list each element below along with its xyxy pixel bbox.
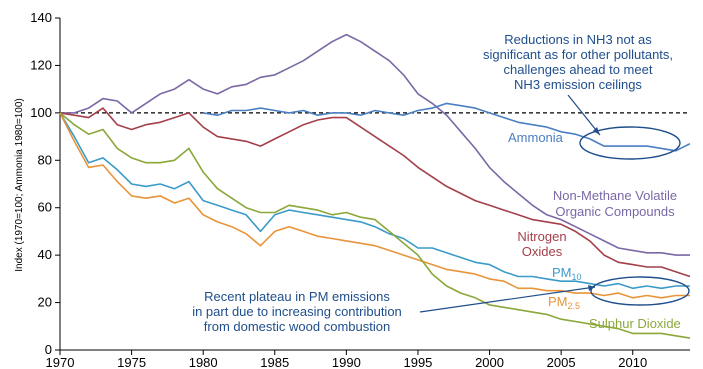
pm10-label-main: PM bbox=[552, 265, 572, 280]
series-labels: Ammonia Non-Methane Volatile Organic Com… bbox=[508, 130, 681, 331]
pm-annotation-line-3: from domestic wood combustion bbox=[204, 319, 390, 334]
ammonia-annotation: Reductions in NH3 not as significant as … bbox=[483, 32, 673, 92]
nmvoc-label-line-2: Organic Compounds bbox=[555, 204, 675, 219]
y-tick-label: 20 bbox=[38, 295, 52, 310]
nmvoc-label-line-1: Non-Methane Volatile bbox=[553, 188, 677, 203]
ammonia-annotation-line-3: challenges ahead to meet bbox=[504, 62, 653, 77]
series-line-ammonia bbox=[203, 102, 691, 152]
x-tick-label: 2000 bbox=[475, 355, 504, 369]
pm25-label: PM2.5 bbox=[548, 294, 580, 311]
y-tick-label: 100 bbox=[30, 105, 52, 120]
ammonia-arrow-head bbox=[593, 127, 600, 135]
y-axis-label: Index (1970=100; Ammonia 1980=100) bbox=[14, 98, 25, 271]
pm25-label-sub: 2.5 bbox=[568, 301, 581, 311]
pm-highlight-ellipse bbox=[590, 276, 690, 306]
x-tick-label: 1980 bbox=[189, 355, 218, 369]
series-lines bbox=[59, 33, 691, 339]
series-line-nmvoc bbox=[60, 33, 690, 256]
pm10-label-sub: 10 bbox=[572, 272, 582, 282]
x-tick-label: 2010 bbox=[618, 355, 647, 369]
series-line-so2 bbox=[59, 112, 691, 339]
x-tick-label: 1985 bbox=[260, 355, 289, 369]
pm-arrow-head bbox=[588, 285, 595, 291]
y-tick-label: 120 bbox=[30, 57, 52, 72]
series-line-pm25 bbox=[59, 112, 690, 299]
x-tick-label: 1970 bbox=[46, 355, 75, 369]
nox-label-line-2: Oxides bbox=[522, 244, 563, 259]
ammonia-annotation-line-4: NH3 emission ceilings bbox=[514, 77, 642, 92]
x-tick-label: 1995 bbox=[403, 355, 432, 369]
y-tick-label: 60 bbox=[38, 200, 52, 215]
ammonia-highlight-ellipse bbox=[579, 126, 681, 160]
pm-annotation-line-2: in part due to increasing contribution bbox=[192, 304, 402, 319]
x-tick-label: 1990 bbox=[332, 355, 361, 369]
nox-label-line-1: Nitrogen bbox=[517, 229, 566, 244]
pm10-label: PM10 bbox=[552, 265, 582, 282]
y-tick-label: 0 bbox=[45, 342, 52, 357]
so2-label: Sulphur Dioxide bbox=[589, 316, 681, 331]
pm-annotation-line-1: Recent plateau in PM emissions bbox=[204, 289, 390, 304]
y-tick-label: 80 bbox=[38, 152, 52, 167]
axes: Index (1970=100; Ammonia 1980=100) 0 20 40… bbox=[14, 10, 690, 369]
pm25-label-main: PM bbox=[548, 294, 568, 309]
title-strip-background bbox=[0, 0, 703, 6]
y-tick-label: 40 bbox=[38, 247, 52, 262]
x-tick-label: 2005 bbox=[547, 355, 576, 369]
ammonia-label: Ammonia bbox=[508, 130, 564, 145]
ammonia-annotation-arrow bbox=[567, 94, 601, 136]
series-line-pm10 bbox=[59, 112, 690, 290]
pm-annotation-arrow bbox=[419, 286, 596, 313]
y-tick-label: 140 bbox=[30, 10, 52, 25]
pm-annotation: Recent plateau in PM emissions in part d… bbox=[192, 289, 402, 334]
series-line-nox bbox=[59, 107, 691, 278]
x-tick-label: 1975 bbox=[117, 355, 146, 369]
ammonia-annotation-line-1: Reductions in NH3 not as bbox=[504, 32, 652, 47]
ammonia-annotation-line-2: significant as for other pollutants, bbox=[483, 47, 673, 62]
